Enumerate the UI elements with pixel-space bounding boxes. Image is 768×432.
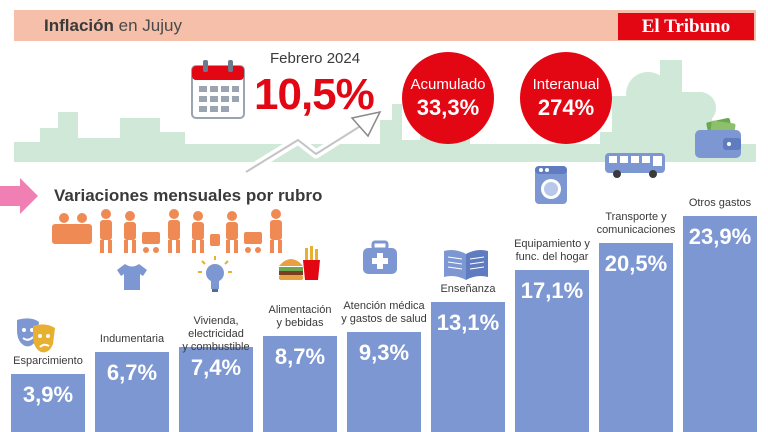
section-title: Variaciones mensuales por rubro xyxy=(54,186,323,205)
accumulated-badge: Acumulado 33,3% xyxy=(402,52,494,144)
burger-fries-icon xyxy=(277,244,321,289)
category-label: Vivienda, electricidad y combustible xyxy=(182,314,250,353)
category-label: Alimentación y bebidas xyxy=(268,304,332,330)
bar-value-label: 23,9% xyxy=(688,224,752,250)
bar-value-label: 17,1% xyxy=(520,277,584,303)
pink-arrow-icon xyxy=(0,178,38,214)
lightbulb-icon xyxy=(197,255,233,300)
category-label: Equipamiento y func. del hogar xyxy=(514,237,590,263)
brand-logo: El Tribuno xyxy=(618,13,754,40)
bar-5 xyxy=(347,331,421,432)
theater-masks-icon xyxy=(13,316,59,361)
bar-7 xyxy=(515,269,589,432)
calendar-icon xyxy=(191,60,245,119)
wallet-icon xyxy=(693,118,745,165)
first-aid-kit-icon xyxy=(361,240,399,281)
trend-arrow-icon xyxy=(243,110,382,176)
interannual-badge: Interanual 274% xyxy=(520,52,612,144)
interannual-value: 274% xyxy=(537,95,595,120)
bar-value-label: 9,3% xyxy=(358,339,410,365)
bar-value-label: 6,7% xyxy=(106,360,158,386)
washing-machine-icon xyxy=(533,164,569,211)
monthly-inflation-value: 10,5% xyxy=(254,70,375,119)
period-label: Febrero 2024 xyxy=(270,50,361,67)
bar-9 xyxy=(683,216,757,432)
bar-4 xyxy=(263,336,337,432)
page-title: Inflación en Jujuy xyxy=(44,16,182,35)
shoppers-illustration-icon xyxy=(52,209,282,253)
bar-6 xyxy=(431,301,505,432)
bar-value-label: 7,4% xyxy=(190,354,242,380)
interannual-label: Interanual xyxy=(532,76,600,93)
category-label: Atención médica y gastos de salud xyxy=(341,299,427,325)
category-label: Transporte y comunicaciones xyxy=(596,211,676,237)
bar-value-label: 20,5% xyxy=(604,251,668,277)
category-label: Esparcimiento xyxy=(13,355,83,368)
category-label: Enseñanza xyxy=(440,282,496,295)
bar-value-label: 8,7% xyxy=(274,344,326,370)
tshirt-icon xyxy=(115,262,149,297)
open-book-icon xyxy=(441,246,491,287)
bus-icon xyxy=(603,151,667,184)
category-label: Indumentaria xyxy=(99,333,165,346)
accumulated-value: 33,3% xyxy=(416,95,480,120)
bar-3 xyxy=(179,346,253,432)
bar-value-label: 13,1% xyxy=(436,309,500,335)
bar-1 xyxy=(11,374,85,432)
bar-value-label: 3,9% xyxy=(22,382,74,408)
bar-8 xyxy=(599,243,673,432)
category-label: Otros gastos xyxy=(688,197,752,210)
bar-2 xyxy=(95,352,169,432)
accumulated-label: Acumulado xyxy=(410,76,486,93)
